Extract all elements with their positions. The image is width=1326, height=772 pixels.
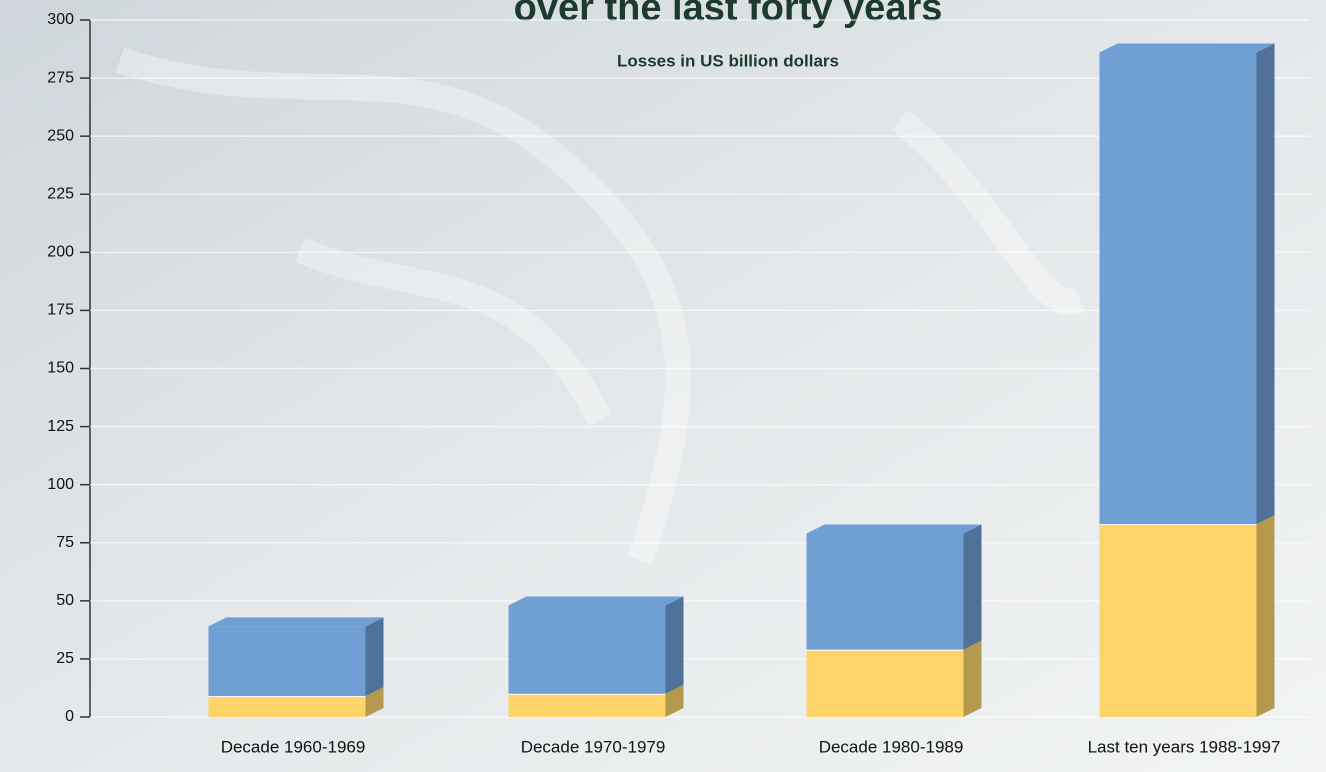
y-tick-label: 150: [47, 360, 74, 377]
y-tick-label: 175: [47, 302, 74, 319]
y-tick-label: 200: [47, 244, 74, 261]
bar-top-face: [208, 617, 384, 627]
bar-segment: [508, 693, 666, 717]
bar-segment: [508, 605, 666, 694]
bar-segment: [208, 696, 366, 717]
bar-side-face: [963, 524, 982, 650]
bar-segment: [1099, 52, 1257, 525]
chart-subtitle: Losses in US billion dollars: [617, 51, 839, 70]
bar-segment: [208, 626, 366, 697]
bar-side-face: [365, 687, 384, 717]
bar-top-face: [508, 596, 684, 606]
bar-top-face: [1099, 43, 1275, 53]
y-tick-label: 125: [47, 418, 74, 435]
background-decoration: [115, 47, 1086, 565]
x-tick-label: Decade 1960-1969: [221, 737, 366, 756]
chart-title: over the last forty years: [514, 0, 943, 29]
bar-top-face: [806, 524, 982, 534]
bar-side-face: [665, 596, 684, 694]
y-tick-label: 300: [47, 11, 74, 28]
y-tick-label: 25: [56, 650, 74, 667]
y-tick-label: 75: [56, 534, 74, 551]
bar-side-face: [665, 684, 684, 717]
bar-segment: [1099, 524, 1257, 717]
bar-segment: [806, 533, 964, 650]
y-tick-label: 50: [56, 592, 74, 609]
y-tick-label: 100: [47, 476, 74, 493]
bar-side-face: [365, 617, 384, 697]
x-tick-label: Last ten years 1988-1997: [1088, 737, 1281, 756]
x-tick-label: Decade 1970-1979: [521, 737, 666, 756]
x-tick-label: Decade 1980-1989: [819, 737, 964, 756]
y-tick-label: 0: [65, 708, 74, 725]
bar-side-face: [1256, 43, 1275, 525]
bar-segment: [806, 649, 964, 717]
y-tick-label: 250: [47, 127, 74, 144]
bar-side-face: [963, 640, 982, 717]
y-tick-label: 275: [47, 69, 74, 86]
y-tick-label: 225: [47, 185, 74, 202]
bar-side-face: [1256, 515, 1275, 717]
